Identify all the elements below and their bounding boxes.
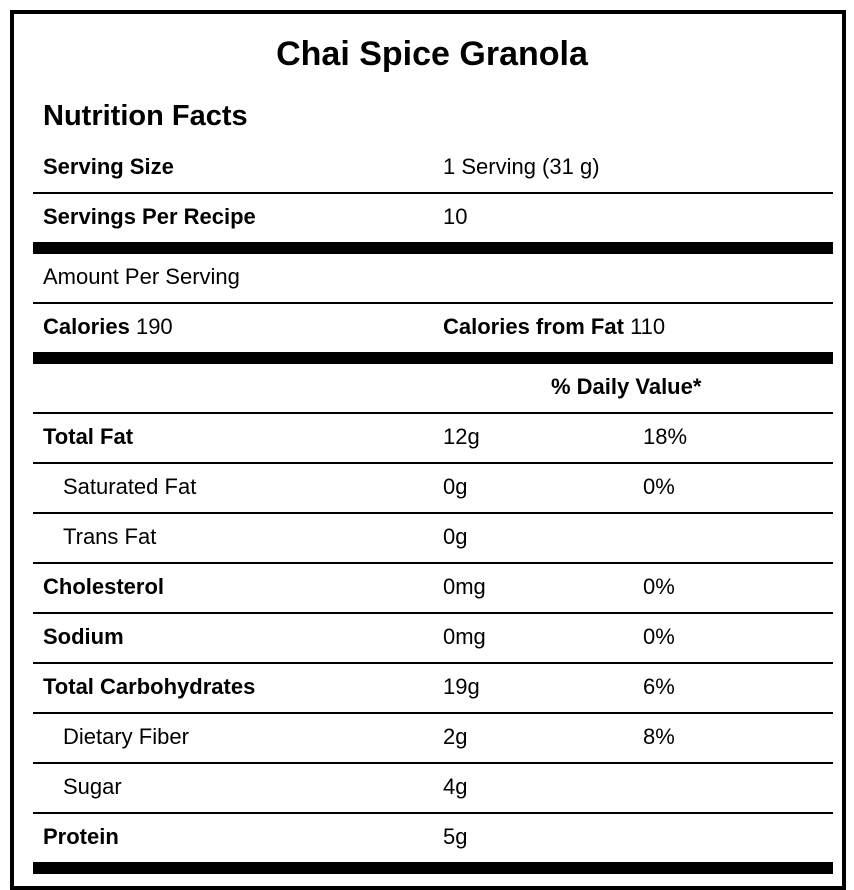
nutrient-amount: 5g bbox=[443, 824, 468, 849]
nutrient-row: Total Fat 12g 18% bbox=[33, 412, 833, 464]
recipe-title: Chai Spice Granola bbox=[276, 35, 588, 73]
nutrient-daily-value: 0% bbox=[643, 474, 675, 499]
nutrient-daily-value: 0% bbox=[643, 624, 675, 649]
nutrient-daily-value: 6% bbox=[643, 674, 675, 699]
nutrient-row: Saturated Fat 0g 0% bbox=[33, 462, 833, 514]
nutrient-daily-value: 0% bbox=[643, 574, 675, 599]
serving-size-value: 1 Serving (31 g) bbox=[443, 154, 600, 179]
nutrition-label: Chai Spice Granola Nutrition Facts Servi… bbox=[10, 10, 846, 890]
nutrient-name: Dietary Fiber bbox=[63, 724, 189, 749]
nutrient-amount: 4g bbox=[443, 774, 468, 799]
nutrient-name: Total Carbohydrates bbox=[43, 674, 256, 699]
nutrient-name: Sodium bbox=[43, 624, 124, 649]
nutrition-facts-heading: Nutrition Facts bbox=[43, 100, 248, 132]
calories-cell: Calories 190 bbox=[43, 302, 173, 352]
nutrient-name: Total Fat bbox=[43, 424, 134, 449]
amount-per-serving-row: Amount Per Serving bbox=[33, 252, 833, 304]
nutrient-name: Saturated Fat bbox=[63, 474, 197, 499]
nutrient-amount: 0mg bbox=[443, 574, 486, 599]
servings-per-recipe-row: Servings Per Recipe 10 bbox=[33, 192, 833, 254]
servings-per-recipe-value: 10 bbox=[443, 204, 468, 229]
nutrient-row: Protein 5g bbox=[33, 812, 833, 874]
nutrient-name: Cholesterol bbox=[43, 574, 165, 599]
calories-from-fat-label: Calories from Fat bbox=[443, 314, 624, 339]
serving-size-label: Serving Size bbox=[43, 154, 174, 179]
amount-per-serving-label: Amount Per Serving bbox=[43, 264, 240, 289]
nutrient-row: Total Carbohydrates 19g 6% bbox=[33, 662, 833, 714]
calories-label: Calories bbox=[43, 314, 130, 339]
nutrient-name: Trans Fat bbox=[63, 524, 157, 549]
nutrient-amount: 0g bbox=[443, 524, 468, 549]
nutrient-daily-value: 8% bbox=[643, 724, 675, 749]
nutrient-amount: 0g bbox=[443, 474, 468, 499]
nutrient-row: Sodium 0mg 0% bbox=[33, 612, 833, 664]
calories-from-fat-value: 110 bbox=[630, 314, 666, 339]
nutrient-row: Dietary Fiber 2g 8% bbox=[33, 712, 833, 764]
nutrient-row: Sugar 4g bbox=[33, 762, 833, 814]
servings-per-recipe-label: Servings Per Recipe bbox=[43, 204, 256, 229]
daily-value-header: % Daily Value* bbox=[551, 374, 702, 399]
calories-value: 190 bbox=[135, 314, 173, 339]
calories-from-fat-cell: Calories from Fat 110 bbox=[443, 302, 665, 352]
nutrient-amount: 12g bbox=[443, 424, 480, 449]
nutrient-row: Trans Fat 0g bbox=[33, 512, 833, 564]
serving-size-row: Serving Size 1 Serving (31 g) bbox=[33, 142, 833, 194]
nutrient-name: Protein bbox=[43, 824, 119, 849]
nutrient-name: Sugar bbox=[63, 774, 122, 799]
nutrient-row: Cholesterol 0mg 0% bbox=[33, 562, 833, 614]
nutrient-amount: 2g bbox=[443, 724, 468, 749]
nutrient-daily-value: 18% bbox=[643, 424, 688, 449]
daily-value-header-row: % Daily Value* bbox=[33, 362, 833, 414]
nutrient-amount: 0mg bbox=[443, 624, 486, 649]
calories-row: Calories 190 Calories from Fat 110 bbox=[33, 302, 833, 364]
nutrient-amount: 19g bbox=[443, 674, 480, 699]
